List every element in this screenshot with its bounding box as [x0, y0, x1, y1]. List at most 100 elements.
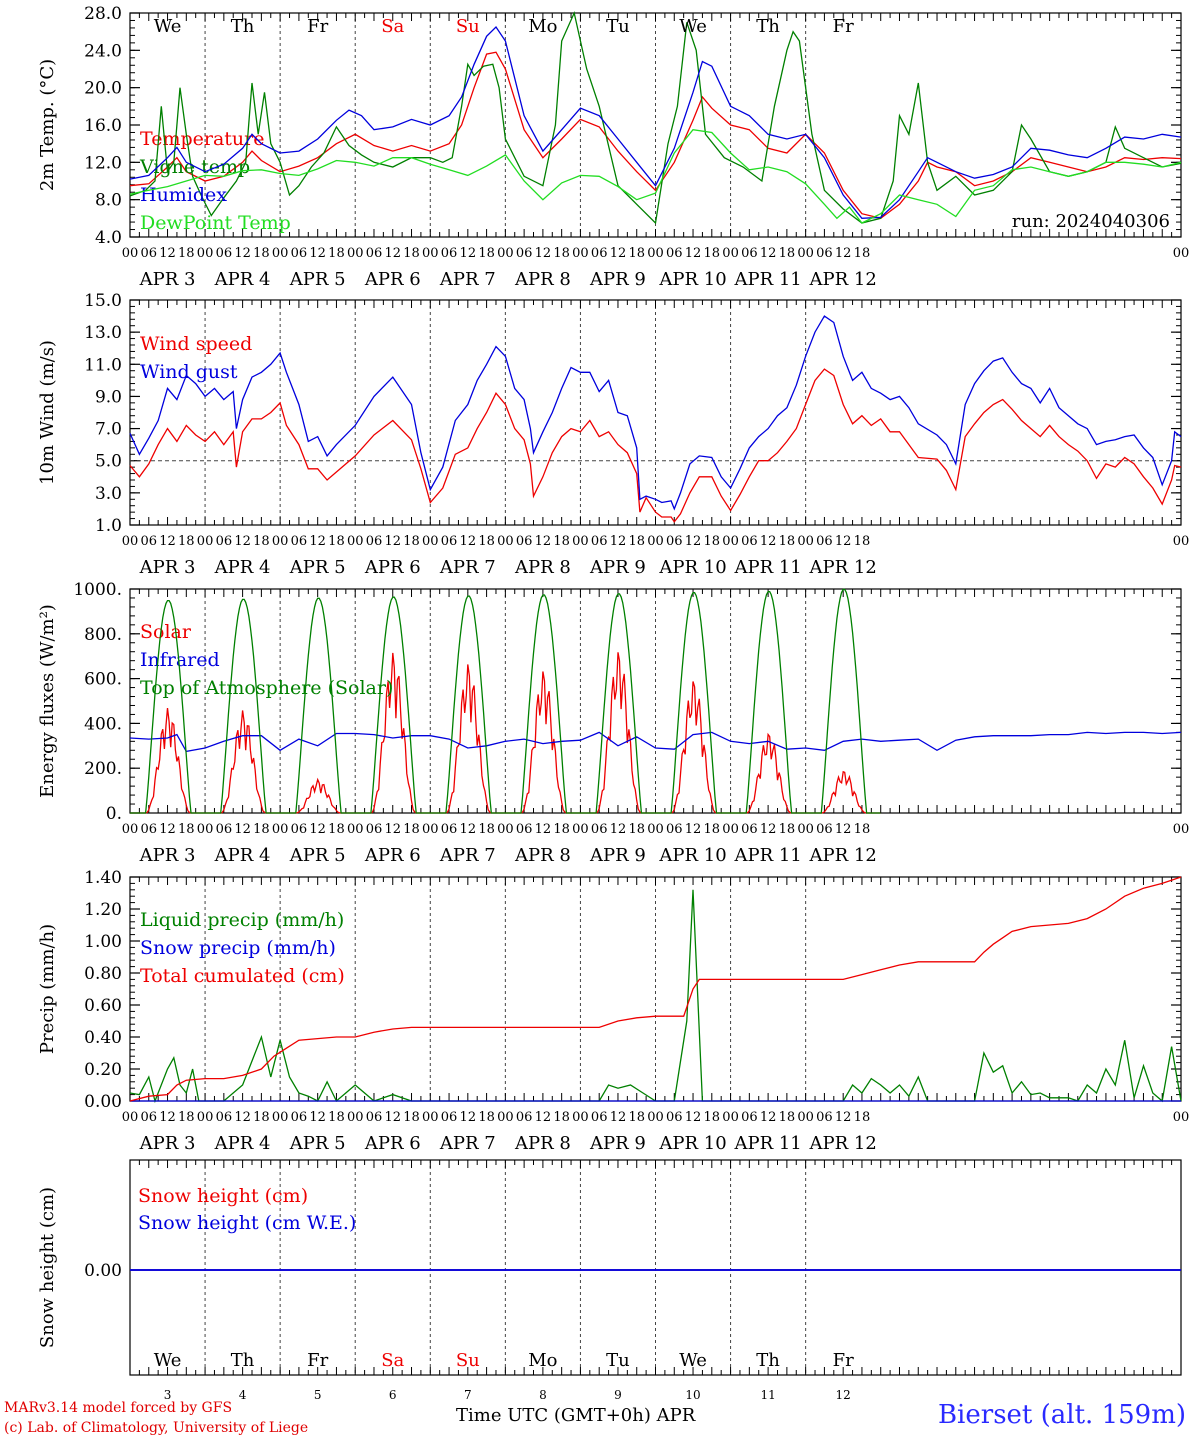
hour-label: 12 [685, 534, 702, 549]
hour-label: 18 [704, 1110, 721, 1125]
date-label: APR 6 [364, 1133, 421, 1154]
y-tick-label: 0.00 [84, 1261, 122, 1281]
hour-label: 12 [535, 1110, 552, 1125]
hour-label: 06 [441, 246, 458, 261]
hour-label: 18 [403, 534, 420, 549]
hour-label: 00 [122, 1110, 139, 1125]
hour-label: 00 [722, 246, 739, 261]
weekday-label: Fr [307, 1350, 328, 1371]
hour-label: 12 [835, 246, 852, 261]
date-label: APR 9 [589, 269, 646, 290]
hour-label: 06 [816, 246, 833, 261]
hour-label: 18 [178, 822, 195, 837]
hour-label: 00 [197, 822, 214, 837]
y-tick-label: 12.0 [84, 153, 122, 173]
hour-label: 12 [460, 822, 477, 837]
weekday-label: Tu [606, 16, 630, 37]
date-label: APR 3 [139, 269, 196, 290]
date-label: APR 7 [439, 1133, 496, 1154]
date-label: APR 8 [514, 557, 571, 578]
hour-label: 06 [291, 822, 308, 837]
hour-label: 18 [854, 534, 871, 549]
date-label: APR 11 [733, 845, 801, 866]
hour-label: 12 [685, 1110, 702, 1125]
panel-4: 0.00 0.20 0.40 0.60 0.80 1.00 1.20 1.40 Precip (… [37, 868, 1189, 1154]
weekday-label: Sa [381, 1350, 404, 1371]
weekday-label: Th [756, 16, 780, 37]
hour-label: 12 [309, 246, 326, 261]
series-line [129, 25, 1182, 219]
y-tick-label: 600. [84, 670, 122, 690]
day-number-label: 8 [539, 1388, 547, 1402]
hour-label: 06 [591, 246, 608, 261]
date-label: APR 10 [658, 1133, 726, 1154]
hour-label: 00 [797, 822, 814, 837]
hour-label: 18 [478, 1110, 495, 1125]
hour-label: 06 [140, 822, 157, 837]
hour-label: 12 [685, 822, 702, 837]
hour-label: 00 [422, 534, 439, 549]
day-number-label: 9 [614, 1388, 622, 1402]
hour-label: 18 [628, 822, 645, 837]
hour-label: 18 [779, 534, 796, 549]
weekday-label: Th [231, 16, 255, 37]
legend-entry: DewPoint Temp [140, 212, 291, 234]
date-label: APR 8 [514, 269, 571, 290]
weekday-label: Fr [833, 16, 854, 37]
hour-label: 06 [741, 534, 758, 549]
hour-label: 18 [178, 1110, 195, 1125]
hour-label: 18 [328, 534, 345, 549]
date-label: APR 6 [364, 557, 421, 578]
y-tick-label: 800. [84, 625, 122, 645]
hour-label: 06 [441, 822, 458, 837]
hour-label: 06 [140, 1110, 157, 1125]
hour-label: 18 [779, 246, 796, 261]
panel-2: 1.0 3.0 5.0 7.0 9.0 11.0 13.0 15.0 10m Wind (m/s… [37, 291, 1189, 578]
day-number-label: 7 [464, 1388, 472, 1402]
hour-label: 06 [516, 822, 533, 837]
run-label: run: 2024040306 [1012, 211, 1170, 232]
hour-label: 00 [572, 1110, 589, 1125]
y-tick-label: 4.0 [95, 228, 122, 248]
hour-label: 00 [1173, 246, 1190, 261]
hour-label: 12 [535, 534, 552, 549]
hour-label: 12 [159, 534, 176, 549]
date-label: APR 3 [139, 845, 196, 866]
day-number-label: 12 [836, 1388, 851, 1402]
hour-label: 12 [460, 246, 477, 261]
date-label: APR 6 [364, 845, 421, 866]
panel-5: 0.00 Snow height (cm) Snow height (cm) Snow… [37, 1159, 1182, 1402]
weekday-label: We [679, 16, 707, 37]
hour-label: 18 [478, 822, 495, 837]
hour-label: 00 [272, 534, 289, 549]
hour-label: 06 [666, 1110, 683, 1125]
weekday-label: We [154, 1350, 182, 1371]
hour-label: 00 [722, 1110, 739, 1125]
hour-label: 00 [497, 246, 514, 261]
hour-label: 06 [366, 534, 383, 549]
legend-entry: Solar [140, 621, 192, 643]
y-axis-title: Precip (mm/h) [37, 924, 58, 1054]
hour-label: 00 [647, 1110, 664, 1125]
hour-label: 06 [816, 534, 833, 549]
hour-label: 06 [816, 1110, 833, 1125]
legend-entry: Snow height (cm) [138, 1185, 308, 1207]
date-label: APR 9 [589, 557, 646, 578]
hour-label: 00 [422, 246, 439, 261]
hour-label: 06 [591, 534, 608, 549]
weekday-label: Tu [606, 1350, 630, 1371]
hour-label: 00 [1173, 822, 1190, 837]
hour-label: 18 [478, 534, 495, 549]
hour-label: 12 [234, 246, 251, 261]
hour-label: 06 [366, 1110, 383, 1125]
hour-label: 00 [497, 822, 514, 837]
hour-label: 12 [610, 822, 627, 837]
hour-label: 12 [760, 822, 777, 837]
y-tick-label: 1.0 [95, 516, 122, 536]
hour-label: 00 [647, 534, 664, 549]
day-number-label: 3 [164, 1388, 172, 1402]
hour-label: 18 [628, 534, 645, 549]
hour-label: 12 [835, 822, 852, 837]
series-line [129, 731, 1182, 753]
